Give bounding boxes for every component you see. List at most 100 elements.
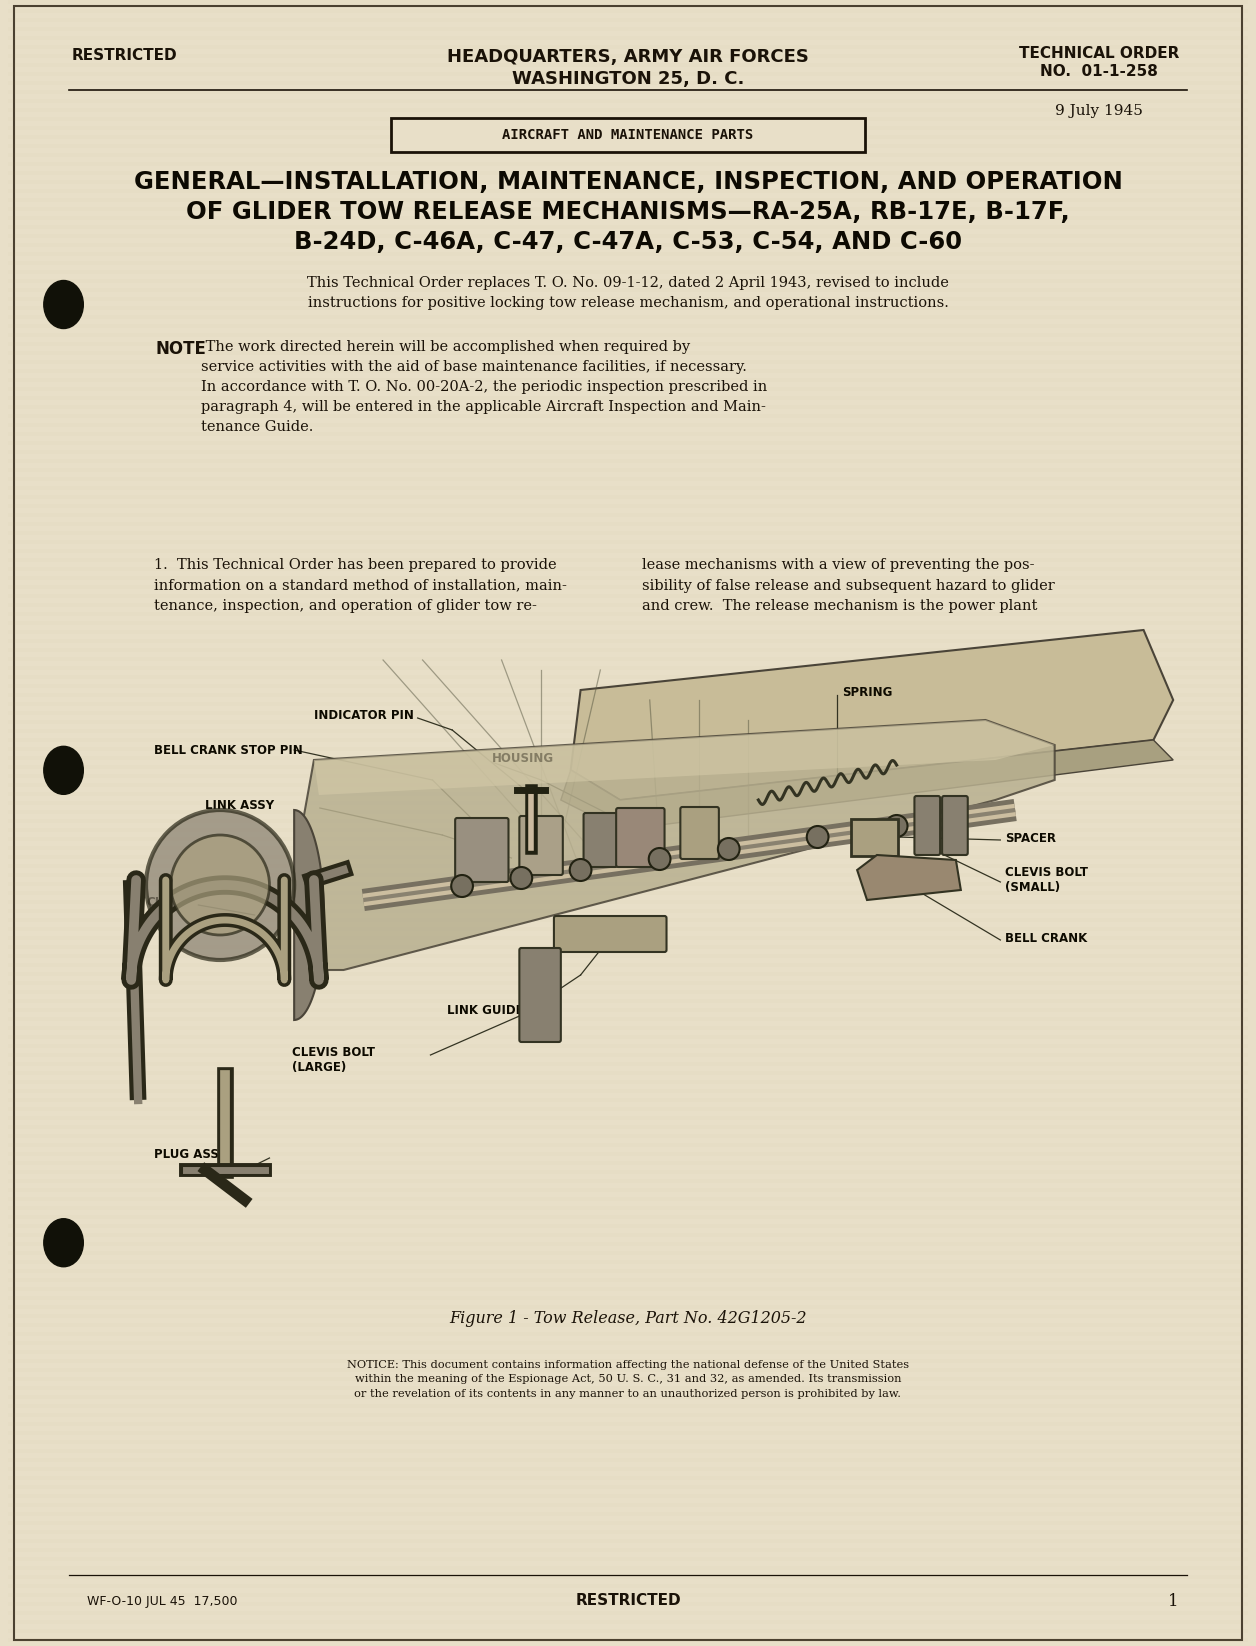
Bar	[8, 143, 1248, 148]
Bar	[8, 828, 1248, 831]
Bar	[8, 262, 1248, 265]
Bar	[8, 1583, 1248, 1588]
Ellipse shape	[44, 280, 83, 329]
Bar	[8, 1495, 1248, 1498]
Circle shape	[171, 835, 270, 935]
Bar	[8, 1017, 1248, 1021]
Bar	[8, 1350, 1248, 1355]
Bar	[8, 477, 1248, 481]
Bar	[8, 1134, 1248, 1137]
Bar	[8, 171, 1248, 174]
Bar	[8, 1072, 1248, 1075]
Bar	[8, 153, 1248, 156]
Circle shape	[510, 867, 533, 889]
Bar	[8, 8, 1248, 13]
Polygon shape	[294, 719, 1055, 969]
FancyBboxPatch shape	[519, 948, 561, 1042]
Bar	[8, 1197, 1248, 1202]
Bar	[8, 1360, 1248, 1363]
Bar	[8, 431, 1248, 436]
Bar	[8, 792, 1248, 797]
Bar	[8, 1259, 1248, 1264]
Circle shape	[146, 810, 294, 960]
Bar	[8, 1080, 1248, 1085]
Bar	[8, 1108, 1248, 1111]
Bar	[8, 99, 1248, 104]
Bar	[8, 1404, 1248, 1407]
Bar	[8, 838, 1248, 841]
Bar	[8, 296, 1248, 301]
Bar	[8, 1305, 1248, 1309]
Bar	[8, 306, 1248, 309]
Bar	[8, 1170, 1248, 1174]
Bar	[8, 566, 1248, 571]
Bar	[8, 756, 1248, 760]
Bar	[8, 270, 1248, 273]
Text: lease mechanisms with a view of preventing the pos-
sibility of false release an: lease mechanisms with a view of preventi…	[642, 558, 1055, 614]
Bar	[8, 1521, 1248, 1524]
Bar	[8, 1323, 1248, 1327]
Bar	[8, 1160, 1248, 1165]
Polygon shape	[314, 719, 1055, 795]
Bar	[8, 1314, 1248, 1318]
Bar	[8, 927, 1248, 932]
Bar	[8, 1396, 1248, 1399]
Bar	[8, 379, 1248, 382]
Bar	[8, 1602, 1248, 1606]
Bar	[8, 882, 1248, 886]
Text: The work directed herein will be accomplished when required by
service activitie: The work directed herein will be accompl…	[201, 341, 767, 435]
Bar	[8, 1593, 1248, 1597]
Text: 1: 1	[1168, 1593, 1178, 1610]
Bar	[8, 783, 1248, 787]
FancyBboxPatch shape	[455, 818, 509, 882]
Polygon shape	[857, 854, 961, 900]
Bar	[8, 729, 1248, 732]
Bar	[8, 1368, 1248, 1373]
Bar	[8, 467, 1248, 472]
Bar	[8, 1378, 1248, 1381]
Bar	[8, 514, 1248, 517]
Bar	[8, 449, 1248, 454]
Bar	[8, 91, 1248, 94]
Bar	[8, 1277, 1248, 1282]
Bar	[8, 532, 1248, 535]
Bar	[8, 44, 1248, 49]
Bar	[8, 1116, 1248, 1119]
Text: B-24D, C-46A, C-47, C-47A, C-53, C-54, AND C-60: B-24D, C-46A, C-47, C-47A, C-53, C-54, A…	[294, 230, 962, 253]
Bar	[8, 584, 1248, 589]
Text: LINK GUIDE: LINK GUIDE	[447, 1004, 524, 1017]
Bar	[8, 369, 1248, 374]
Text: NO.  01-1-258: NO. 01-1-258	[1040, 64, 1158, 79]
Bar	[8, 1090, 1248, 1093]
Bar	[8, 161, 1248, 166]
Bar	[8, 1062, 1248, 1067]
Bar	[8, 1179, 1248, 1183]
Bar	[8, 1476, 1248, 1480]
Bar	[8, 864, 1248, 867]
Bar	[8, 109, 1248, 112]
Bar	[8, 1035, 1248, 1039]
FancyBboxPatch shape	[852, 820, 898, 856]
Bar	[8, 810, 1248, 815]
Bar	[8, 252, 1248, 257]
FancyBboxPatch shape	[519, 816, 563, 876]
Bar	[8, 1448, 1248, 1453]
Bar	[8, 63, 1248, 67]
Polygon shape	[570, 630, 1173, 800]
Text: AIRCRAFT AND MAINTENANCE PARTS: AIRCRAFT AND MAINTENANCE PARTS	[502, 128, 754, 142]
Bar	[8, 1124, 1248, 1129]
Bar	[8, 945, 1248, 950]
Text: NOTICE: This document contains information affecting the national defense of the: NOTICE: This document contains informati…	[347, 1360, 909, 1399]
Bar	[8, 854, 1248, 859]
Bar	[8, 342, 1248, 346]
Bar	[8, 459, 1248, 463]
Bar	[8, 18, 1248, 21]
Bar	[8, 1225, 1248, 1228]
Bar	[8, 1215, 1248, 1220]
Bar	[8, 288, 1248, 291]
Bar	[8, 890, 1248, 895]
Text: CLEVIS BOLT
(LARGE): CLEVIS BOLT (LARGE)	[293, 1045, 376, 1073]
Bar	[8, 774, 1248, 779]
Text: RESTRICTED: RESTRICTED	[72, 48, 177, 63]
Bar	[8, 1243, 1248, 1246]
